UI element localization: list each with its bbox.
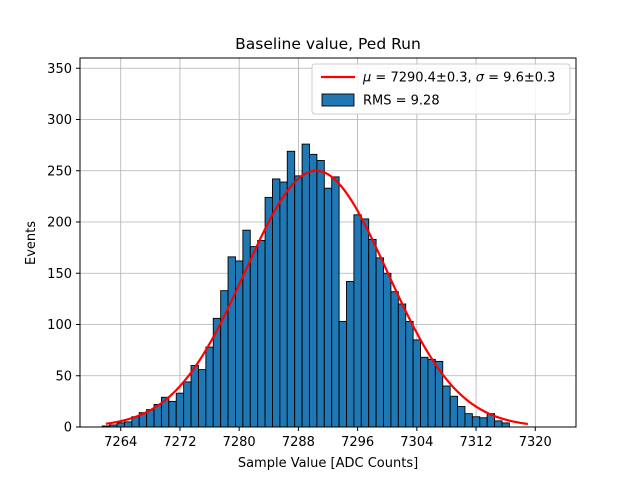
histogram-bar xyxy=(309,153,318,428)
histogram-bar xyxy=(360,218,370,428)
histogram-bar xyxy=(353,214,362,428)
histogram-bar xyxy=(286,150,296,428)
legend-label: RMS = 9.28 xyxy=(363,94,440,109)
x-axis-label: Sample Value [ADC Counts] xyxy=(238,456,418,471)
histogram-bar xyxy=(346,281,355,428)
x-tick-label: 7272 xyxy=(163,435,196,450)
histogram-bar xyxy=(449,395,459,428)
histogram-bar xyxy=(190,365,199,428)
legend: μ = 7290.4±0.3, σ = 9.6±0.3 RMS = 9.28 xyxy=(311,63,571,115)
histogram-bar xyxy=(323,187,333,428)
histogram-bar xyxy=(123,421,133,428)
y-axis-label: Events xyxy=(24,221,39,265)
x-tick-label: 7264 xyxy=(104,435,137,450)
y-tick-label: 250 xyxy=(47,164,72,179)
histogram-bar xyxy=(205,346,214,428)
histogram-bar xyxy=(116,422,125,428)
y-tick-label: 0 xyxy=(64,421,72,436)
gaussian-fit-curve xyxy=(105,169,529,426)
plot-frame xyxy=(79,57,577,428)
x-tick-label: 7320 xyxy=(519,435,552,450)
histogram-bar xyxy=(442,385,451,428)
histogram-bar xyxy=(471,416,481,428)
y-tick-label: 50 xyxy=(55,369,72,384)
histogram-bar xyxy=(479,417,488,428)
histogram-bar xyxy=(368,238,377,428)
histogram-bar xyxy=(227,256,236,428)
histogram-bar xyxy=(249,246,259,428)
histogram-bar xyxy=(294,175,303,428)
histogram-bars xyxy=(101,143,510,428)
histogram-bar xyxy=(412,339,421,428)
axis-ticks: 7264 7272 7280 7288 7296 7304 7312 7320 0 50 100 15… xyxy=(47,62,552,450)
legend-label: μ = 7290.4±0.3, σ = 9.6±0.3 xyxy=(362,71,555,86)
x-tick-label: 7288 xyxy=(282,435,315,450)
histogram-bar xyxy=(242,229,251,428)
histogram-bar xyxy=(168,400,177,428)
histogram-bar xyxy=(257,239,266,428)
chart-title: Baseline value, Ped Run xyxy=(235,35,421,53)
x-tick-label: 7280 xyxy=(223,435,256,450)
histogram-bar xyxy=(427,358,436,428)
legend-box xyxy=(311,63,571,115)
y-tick-label: 150 xyxy=(47,267,72,282)
histogram-bar xyxy=(316,160,325,428)
x-tick-label: 7296 xyxy=(341,435,374,450)
histogram-bar xyxy=(175,392,185,428)
x-tick-label: 7304 xyxy=(400,435,433,450)
y-tick-label: 200 xyxy=(47,216,72,231)
histogram-bar xyxy=(331,176,340,428)
y-tick-label: 350 xyxy=(47,62,72,77)
histogram-bar xyxy=(494,420,503,428)
histogram-bar xyxy=(338,320,347,428)
legend-patch-swatch xyxy=(321,93,355,107)
histogram-bar xyxy=(301,143,310,428)
y-tick-label: 100 xyxy=(47,318,72,333)
histogram-bar xyxy=(279,181,288,428)
histogram-bar xyxy=(272,178,281,428)
histogram-bar xyxy=(264,196,273,428)
histogram-bar xyxy=(420,356,429,428)
histogram-bar xyxy=(457,406,466,428)
histogram-bar xyxy=(405,320,414,428)
y-tick-label: 300 xyxy=(47,113,72,128)
fit-curve-layer xyxy=(105,169,529,426)
histogram-bar xyxy=(383,272,392,428)
histogram-bar xyxy=(464,413,473,428)
histogram-bar xyxy=(183,381,192,428)
histogram-bar xyxy=(397,303,407,428)
x-tick-label: 7312 xyxy=(460,435,493,450)
histogram-bar xyxy=(375,257,384,428)
histogram-bar xyxy=(197,369,207,428)
histogram-bar xyxy=(501,422,510,428)
histogram-bar xyxy=(390,291,399,428)
